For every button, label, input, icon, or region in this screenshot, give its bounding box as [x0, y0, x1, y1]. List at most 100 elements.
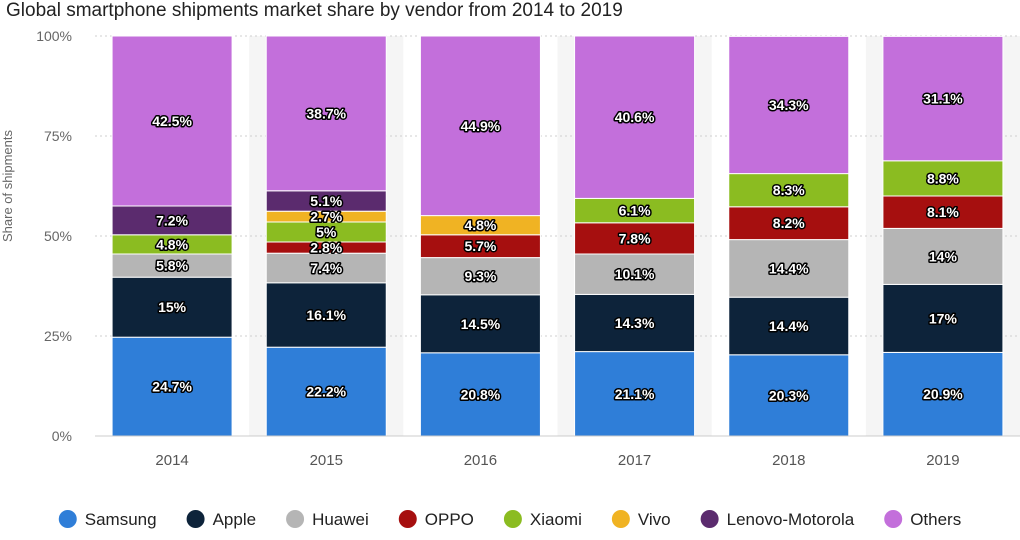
x-tick-label: 2017 — [618, 452, 651, 469]
bar-lenovo-motorola-2014[interactable] — [111, 205, 233, 236]
legend-marker — [186, 510, 205, 528]
legend-marker — [503, 510, 522, 528]
data-label: 14% — [929, 248, 958, 264]
data-label: 5.1% — [310, 193, 342, 209]
legend-marker — [700, 510, 719, 528]
legend-label: OPPO — [425, 510, 474, 529]
data-label: 15% — [158, 299, 187, 315]
legend-label: Samsung — [85, 510, 157, 529]
bar-oppo-2018[interactable] — [728, 206, 850, 241]
bar-xiaomi-2017[interactable] — [574, 197, 696, 224]
x-tick-label: 2015 — [310, 452, 343, 469]
data-label: 44.9% — [461, 118, 501, 134]
legend-marker — [398, 510, 417, 528]
data-label: 7.8% — [619, 230, 651, 246]
bar-samsung-2016[interactable] — [419, 352, 541, 437]
bar-apple-2015[interactable] — [265, 282, 387, 348]
bar-others-2019[interactable] — [882, 35, 1004, 162]
legend-marker — [884, 510, 903, 528]
legend-item-oppo[interactable]: OPPO — [398, 510, 474, 529]
legend-marker — [58, 510, 77, 528]
bar-oppo-2017[interactable] — [574, 222, 696, 255]
bar-huawei-2018[interactable] — [728, 239, 850, 298]
data-label: 8.1% — [927, 204, 959, 220]
data-label: 9.3% — [464, 268, 496, 284]
bar-others-2016[interactable] — [419, 35, 541, 217]
legend-label: Apple — [213, 510, 256, 529]
data-label: 14.4% — [769, 318, 809, 334]
data-label: 5.7% — [464, 238, 496, 254]
data-label: 20.9% — [923, 386, 963, 402]
bar-samsung-2018[interactable] — [728, 354, 850, 437]
legend-marker — [286, 510, 305, 528]
legend-item-xiaomi[interactable]: Xiaomi — [503, 510, 582, 529]
bar-others-2018[interactable] — [728, 35, 850, 175]
legend-item-huawei[interactable]: Huawei — [286, 510, 369, 529]
legend-label: Xiaomi — [530, 510, 582, 529]
axes: 0% 25% 50% 75% 100% Share of shipments 2014 201… — [0, 28, 1020, 469]
legend: Samsung Apple Huawei OPPO Xiaomi Vivo Lenovo-M… — [58, 510, 961, 529]
bar-apple-2016[interactable] — [419, 294, 541, 354]
legend-item-vivo[interactable]: Vivo — [611, 510, 671, 529]
data-label: 31.1% — [923, 91, 963, 107]
bar-others-2017[interactable] — [574, 35, 696, 199]
legend-label: Vivo — [638, 510, 671, 529]
data-label: 8.3% — [773, 182, 805, 198]
x-tick-label: 2018 — [772, 452, 805, 469]
bar-huawei-2019[interactable] — [882, 227, 1004, 285]
legend-item-others[interactable]: Others — [884, 510, 961, 529]
legend-item-apple[interactable]: Apple — [186, 510, 256, 529]
x-tick-label: 2019 — [926, 452, 959, 469]
data-label: 16.1% — [306, 307, 346, 323]
data-label: 5.8% — [156, 258, 188, 274]
bar-xiaomi-2019[interactable] — [882, 160, 1004, 197]
bar-huawei-2016[interactable] — [419, 257, 541, 296]
data-label: 20.3% — [769, 387, 809, 403]
data-label: 6.1% — [619, 203, 651, 219]
y-tick-label: 50% — [44, 228, 72, 244]
bar-apple-2019[interactable] — [882, 283, 1004, 353]
data-label: 7.2% — [156, 212, 188, 228]
bar-samsung-2014[interactable] — [111, 336, 233, 437]
legend-item-lenovo-motorola[interactable]: Lenovo-Motorola — [700, 510, 855, 529]
x-tick-label: 2014 — [155, 452, 188, 469]
data-label: 21.1% — [615, 386, 655, 402]
legend-item-samsung[interactable]: Samsung — [58, 510, 157, 529]
bar-huawei-2017[interactable] — [574, 253, 696, 295]
data-label: 8.8% — [927, 170, 959, 186]
bar-samsung-2015[interactable] — [265, 346, 387, 437]
y-axis-title: Share of shipments — [0, 130, 15, 243]
legend-marker — [611, 510, 630, 528]
bar-apple-2018[interactable] — [728, 296, 850, 356]
bar-samsung-2019[interactable] — [882, 351, 1004, 437]
data-label: 20.8% — [461, 386, 501, 402]
bar-apple-2017[interactable] — [574, 293, 696, 353]
y-tick-label: 25% — [44, 328, 72, 344]
legend-label: Lenovo-Motorola — [727, 510, 855, 529]
data-label: 4.8% — [464, 217, 496, 233]
data-label: 17% — [929, 310, 958, 326]
bar-others-2014[interactable] — [111, 35, 233, 207]
bar-xiaomi-2018[interactable] — [728, 173, 850, 208]
legend-label: Huawei — [312, 510, 369, 529]
legend-label: Others — [910, 510, 961, 529]
data-label: 14.4% — [769, 260, 809, 276]
bar-apple-2014[interactable] — [111, 276, 233, 338]
data-label: 8.2% — [773, 215, 805, 231]
bar-samsung-2017[interactable] — [574, 351, 696, 437]
data-label: 40.6% — [615, 109, 655, 125]
bar-oppo-2019[interactable] — [882, 195, 1004, 229]
bar-huawei-2015[interactable] — [265, 252, 387, 284]
data-label: 22.2% — [306, 384, 346, 400]
bars — [111, 35, 1004, 437]
data-labels: 24.7% 15% 5.8% 4.8% 7.2% 42.5% 22.2% 16.1% 7.4% 2… — [151, 89, 965, 405]
y-tick-label: 75% — [44, 128, 72, 144]
x-tick-label: 2016 — [464, 452, 497, 469]
y-tick-label: 0% — [52, 428, 72, 444]
data-label: 4.8% — [156, 236, 188, 252]
data-label: 5% — [316, 224, 337, 240]
bar-others-2015[interactable] — [265, 35, 387, 192]
data-label: 2.7% — [310, 209, 342, 225]
